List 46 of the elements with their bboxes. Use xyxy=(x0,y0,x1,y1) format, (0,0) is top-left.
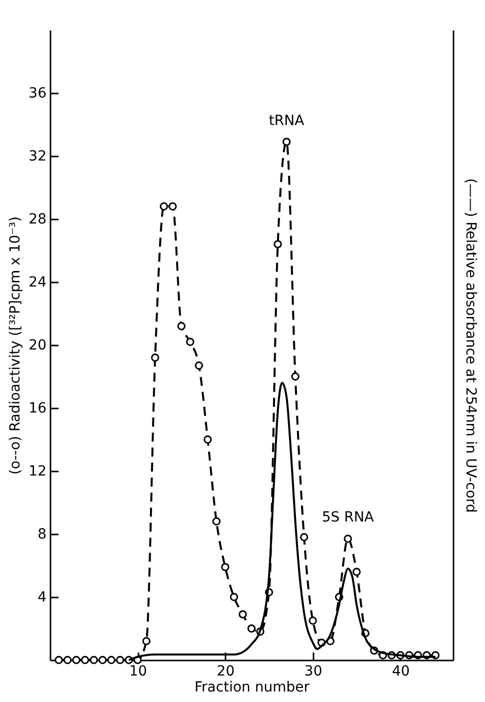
point xyxy=(352,568,361,576)
point xyxy=(212,517,221,526)
point xyxy=(204,435,212,444)
x-tick-label: 40 xyxy=(392,664,410,680)
point xyxy=(194,361,204,370)
point xyxy=(177,322,186,330)
x-axis-title: Fraction number xyxy=(194,680,310,696)
x-tick-label: 20 xyxy=(216,664,235,680)
y-tick-label: 16 xyxy=(28,400,47,416)
point xyxy=(247,624,256,633)
y2-axis-title: (——) Relative absorbance at 254nm in UV-cord xyxy=(462,178,478,513)
point xyxy=(72,656,80,664)
y-tick-label: 24 xyxy=(28,274,47,290)
point xyxy=(291,372,300,381)
x-tick-label: 10 xyxy=(129,664,148,680)
point xyxy=(63,656,72,664)
point xyxy=(142,637,150,646)
y-axis-title: (o--o) Radioactivity ([³²P]cpm x 10⁻³) xyxy=(8,216,24,475)
y-tick-label: 8 xyxy=(38,526,46,542)
y-tick-label: 20 xyxy=(28,338,46,354)
point xyxy=(300,533,308,542)
point xyxy=(90,656,98,664)
annotation: tRNA xyxy=(268,112,305,129)
annotation: 5S RNA xyxy=(322,510,374,526)
point xyxy=(98,656,107,664)
point xyxy=(80,656,90,664)
point xyxy=(230,592,238,602)
point xyxy=(186,338,194,346)
point xyxy=(221,562,230,572)
y-tick-label: 36 xyxy=(28,86,47,102)
point xyxy=(116,656,124,664)
point xyxy=(107,656,116,664)
y-tick-label: 12 xyxy=(28,464,46,480)
y-tick-label: 32 xyxy=(28,148,46,164)
point xyxy=(168,202,177,210)
point xyxy=(151,354,160,362)
x-tick-label: 30 xyxy=(304,664,322,680)
point xyxy=(282,138,291,146)
y-tick-label: 4 xyxy=(38,590,47,606)
point xyxy=(308,616,317,625)
point xyxy=(54,656,63,664)
point xyxy=(274,240,282,248)
point xyxy=(160,202,168,210)
point xyxy=(344,534,352,543)
y-tick-label: 28 xyxy=(28,212,46,228)
point xyxy=(238,610,247,618)
